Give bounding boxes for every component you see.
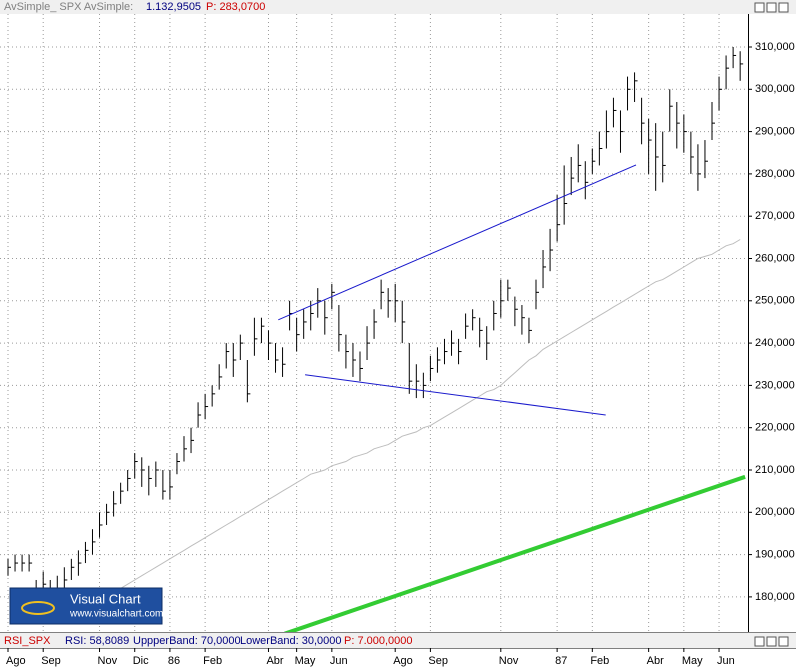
y-tick-label: 200,000 bbox=[755, 506, 795, 518]
header-study: AvSimple_ SPX AvSimple: bbox=[4, 1, 133, 13]
x-tick-label: Ago bbox=[393, 655, 413, 667]
footer-rsi: RSI: 58,8089 bbox=[65, 635, 129, 647]
x-tick-label: May bbox=[295, 655, 316, 667]
x-tick-label: May bbox=[682, 655, 703, 667]
x-tick-label: Feb bbox=[203, 655, 222, 667]
x-tick-label: Jun bbox=[330, 655, 348, 667]
header-bar bbox=[0, 0, 796, 14]
x-tick-label: Dic bbox=[133, 655, 149, 667]
moving-average-line bbox=[113, 239, 741, 594]
window-buttons[interactable] bbox=[754, 2, 789, 647]
x-tick-label: Feb bbox=[590, 655, 609, 667]
header-period: P: 283,0700 bbox=[206, 1, 265, 13]
x-tick-label: Nov bbox=[98, 655, 118, 667]
x-tick-label: Sep bbox=[41, 655, 61, 667]
footer-upper: UppperBand: 70,0000 bbox=[133, 635, 241, 647]
x-tick-label: Sep bbox=[428, 655, 448, 667]
logo-box bbox=[9, 587, 163, 625]
logo-url: www.visualchart.com bbox=[69, 609, 163, 620]
y-tick-label: 210,000 bbox=[755, 464, 795, 476]
trendline bbox=[278, 164, 637, 321]
trendline bbox=[284, 474, 746, 632]
footer-period: P: 7.000,0000 bbox=[344, 635, 413, 647]
y-tick-label: 230,000 bbox=[755, 379, 795, 391]
y-tick-label: 270,000 bbox=[755, 210, 795, 222]
y-tick-label: 290,000 bbox=[755, 125, 795, 137]
maximize-button[interactable] bbox=[766, 636, 777, 647]
footer-lower: LowerBand: 30,0000 bbox=[240, 635, 342, 647]
y-tick-label: 180,000 bbox=[755, 591, 795, 603]
y-tick-label: 220,000 bbox=[755, 422, 795, 434]
y-tick-label: 190,000 bbox=[755, 548, 795, 560]
header-value: 1.132,9505 bbox=[146, 1, 201, 13]
y-tick-label: 260,000 bbox=[755, 252, 795, 264]
x-tick-label: Nov bbox=[499, 655, 519, 667]
y-tick-label: 250,000 bbox=[755, 295, 795, 307]
footer-study: RSI_SPX bbox=[4, 635, 51, 647]
x-tick-label: 86 bbox=[168, 655, 180, 667]
y-tick-label: 310,000 bbox=[755, 41, 795, 53]
x-tick-label: Jun bbox=[717, 655, 735, 667]
maximize-button[interactable] bbox=[766, 2, 777, 13]
logo: Visual Chart www.visualchart.com bbox=[9, 587, 163, 625]
footer-bar bbox=[0, 633, 796, 648]
logo-icon bbox=[21, 601, 55, 615]
x-tick-label: Abr bbox=[266, 655, 283, 667]
y-tick-label: 300,000 bbox=[755, 83, 795, 95]
y-tick-label: 280,000 bbox=[755, 168, 795, 180]
trendline bbox=[305, 374, 606, 416]
y-tick-label: 240,000 bbox=[755, 337, 795, 349]
close-button[interactable] bbox=[778, 2, 789, 13]
minimize-button[interactable] bbox=[754, 2, 765, 13]
x-tick-label: 87 bbox=[555, 655, 567, 667]
close-button[interactable] bbox=[778, 636, 789, 647]
minimize-button[interactable] bbox=[754, 636, 765, 647]
x-tick-label: Abr bbox=[647, 655, 664, 667]
x-tick-label: Ago bbox=[6, 655, 26, 667]
logo-title: Visual Chart bbox=[70, 591, 141, 606]
